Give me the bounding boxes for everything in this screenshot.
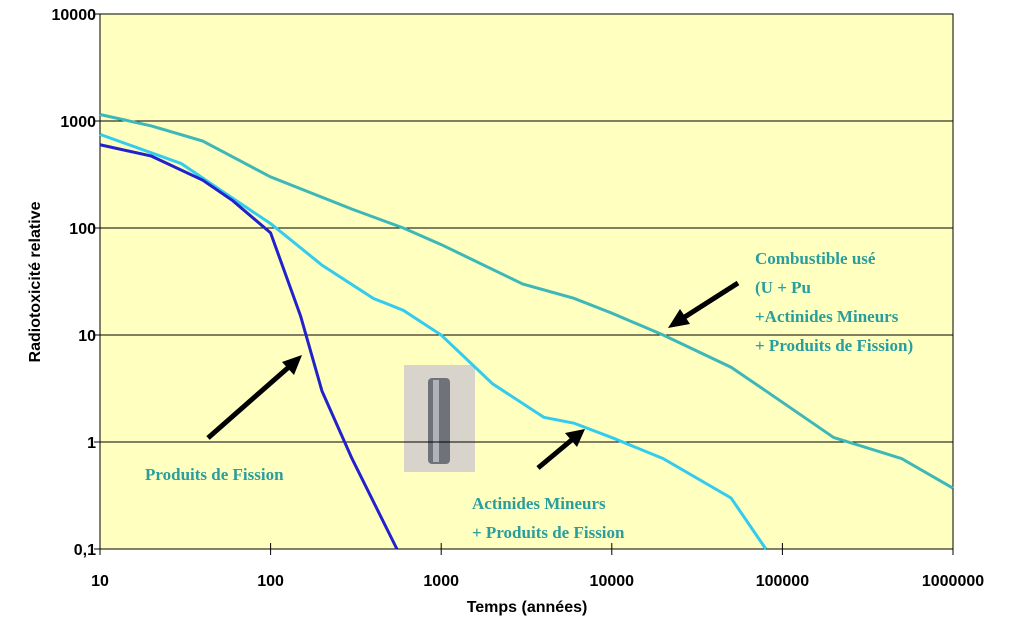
x-axis-title: Temps (années): [467, 599, 588, 616]
x-tick-label: 100000: [756, 573, 809, 590]
chart: Temps (années) Radiotoxicité relative 0,…: [0, 0, 1021, 629]
y-tick-label: 1: [87, 435, 96, 452]
annotation: + Produits de Fission: [472, 523, 625, 542]
annotation: + Produits de Fission): [755, 336, 913, 355]
y-tick-label: 10000: [52, 7, 97, 24]
annotation: Combustible usé: [755, 249, 876, 268]
y-tick-label: 1000: [60, 114, 96, 131]
x-tick-label: 1000000: [922, 573, 984, 590]
x-tick-label: 1000: [423, 573, 459, 590]
annotation: Produits de Fission: [145, 465, 284, 484]
y-tick-label: 10: [78, 328, 96, 345]
annotation: +Actinides Mineurs: [755, 307, 899, 326]
annotation: (U + Pu: [755, 278, 811, 297]
x-tick-label: 100: [257, 573, 284, 590]
y-axis-title: Radiotoxicité relative: [27, 201, 44, 362]
y-tick-label: 100: [69, 221, 96, 238]
x-tick-label: 10: [91, 573, 109, 590]
y-tick-label: 0,1: [74, 542, 96, 559]
x-tick-label: 10000: [590, 573, 635, 590]
canister-photo: [404, 365, 475, 472]
annotation: Actinides Mineurs: [472, 494, 606, 513]
